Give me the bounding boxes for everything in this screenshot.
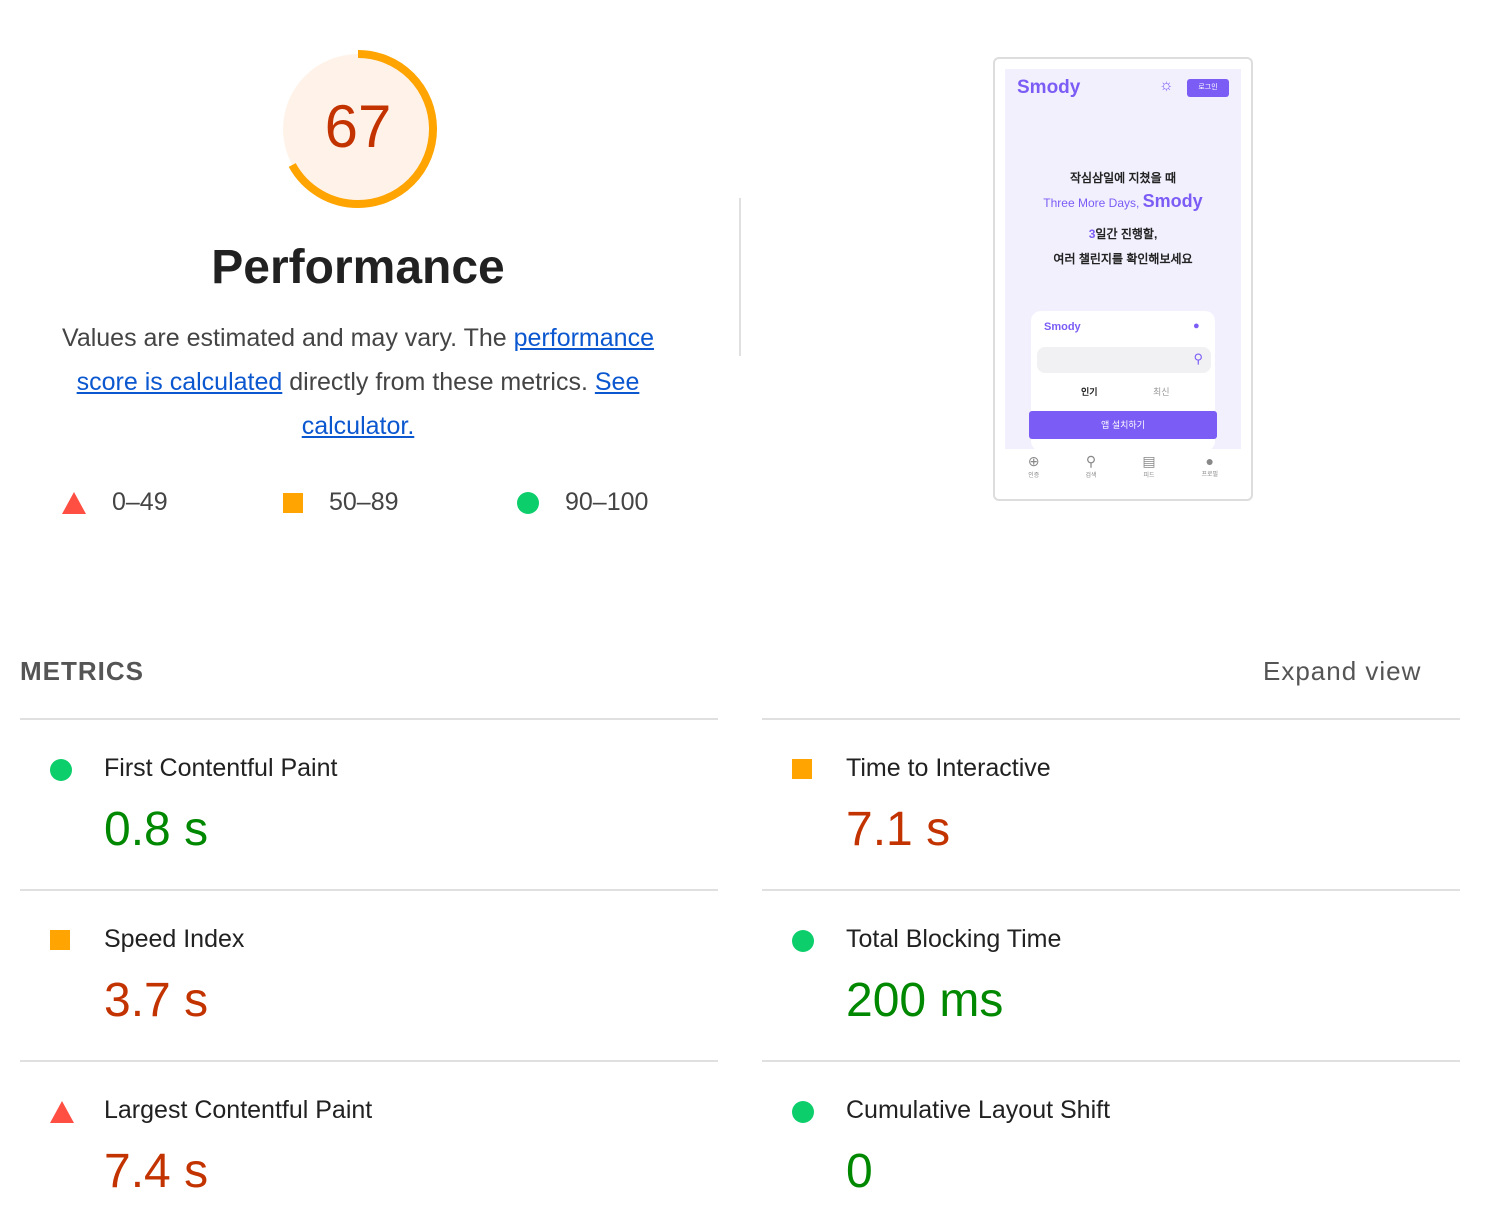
person-icon: ● [1205,453,1214,469]
legend-label: 90–100 [565,488,649,516]
metric-value: 0.8 s [104,803,209,856]
score-gauge [279,50,437,208]
metric-item: Largest Contentful Paint 7.4 s [20,1060,718,1230]
circle-icon [517,491,539,514]
metric-item: Cumulative Layout Shift 0 [762,1060,1460,1230]
search-icon: ⚲ [1193,351,1203,366]
divider [762,889,1460,891]
metric-name: Total Blocking Time [846,925,1062,953]
nav-label: 검색 [1085,473,1097,479]
metric-item: Time to Interactive 7.1 s [762,718,1460,888]
metric-value: 0 [846,1145,873,1198]
legend-label: 50–89 [329,488,399,516]
metric-value: 3.7 s [104,974,209,1027]
tab-latest: 최신 [1153,387,1170,397]
legend-average: 50–89 [283,488,399,517]
hero-line: 여러 챌린지를 확인해보세요 [1053,252,1193,266]
circle-icon [50,759,72,781]
nav-label: 프로필 [1201,472,1219,478]
expand-view-button[interactable]: Expand view [1263,656,1422,686]
hero-sub: Three More Days, [1043,196,1140,210]
metric-name: Cumulative Layout Shift [846,1096,1111,1124]
score-value: 67 [324,93,392,160]
plus-icon: ⊕ [1027,453,1040,469]
metric-value: 200 ms [846,974,1004,1027]
nav-search: ⚲ 검색 [1086,453,1097,479]
metric-item: First Contentful Paint 0.8 s [20,718,718,888]
divider [20,889,718,891]
brand-logo: Smody [1017,77,1081,98]
desc-text: directly from these metrics. [282,368,595,396]
nav-label: 피드 [1143,473,1155,479]
inner-brand: Smody [1044,321,1081,333]
legend-pass: 90–100 [517,488,648,517]
final-screenshot: Smody ☼ 로그인 작심삼일에 지쳤을 때 Three More Days,… [993,57,1253,501]
login-button: 로그인 [1187,79,1229,97]
circle-icon [792,1101,814,1123]
metric-name: First Contentful Paint [104,754,338,782]
description: Values are estimated and may vary. The p… [40,316,676,448]
legend-label: 0–49 [112,488,168,516]
nav-label: 인증 [1028,473,1040,479]
metrics-title: METRICS [20,656,144,686]
see-calculator-link[interactable]: See calculator. [301,368,640,440]
desc-text: Values are estimated and may vary. The [62,324,514,352]
triangle-icon [62,491,86,514]
metric-item: Total Blocking Time 200 ms [762,889,1460,1059]
feed-icon: ▤ [1142,453,1156,469]
square-icon [50,930,70,950]
sun-icon: ☼ [1159,77,1174,94]
metric-value: 7.4 s [104,1145,209,1198]
metric-name: Speed Index [104,925,245,953]
square-icon [283,492,303,513]
hero-brand: Smody [1142,191,1203,211]
install-app-button: 앱 설치하기 [1029,411,1217,439]
nav-feed: ▤ 피드 [1142,453,1155,479]
metric-value: 7.1 s [846,803,951,856]
category-title: Performance [211,241,505,294]
metric-name: Time to Interactive [846,754,1051,782]
circle-icon [792,930,814,952]
hero-num: 3 [1088,227,1096,241]
search-icon: ⚲ [1085,453,1097,469]
legend-fail: 0–49 [62,488,168,517]
square-icon [792,759,812,779]
divider [739,198,741,356]
divider [762,1060,1460,1062]
hero-line: 일간 진행할, [1095,227,1158,241]
search-bar: ⚲ [1037,347,1211,373]
nav-verify: ⊕ 인증 [1028,453,1040,479]
nav-profile: ● 프로필 [1201,453,1218,479]
score-calculated-link[interactable]: performance score is calculated [76,324,654,396]
metric-item: Speed Index 3.7 s [20,889,718,1059]
score-arc [279,50,437,208]
bell-icon: ● [1193,320,1200,332]
triangle-icon [50,1101,74,1123]
hero-line: 작심삼일에 지쳤을 때 [1069,171,1177,185]
divider [20,1060,718,1062]
divider [20,718,718,720]
tab-popular: 인기 [1081,387,1098,397]
metric-name: Largest Contentful Paint [104,1096,373,1124]
divider [762,718,1460,720]
